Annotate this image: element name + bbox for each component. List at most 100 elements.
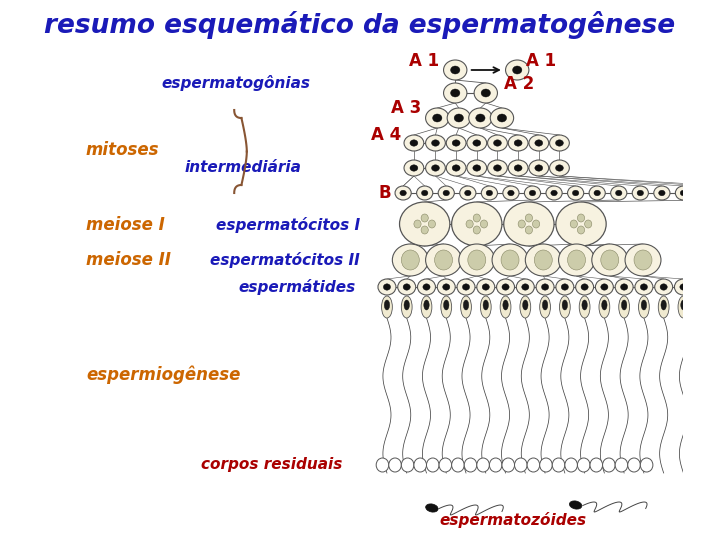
Ellipse shape (594, 190, 600, 196)
Text: meiose II: meiose II (86, 251, 171, 269)
Ellipse shape (680, 190, 687, 196)
Text: resumo esquemático da espermatogênese: resumo esquemático da espermatogênese (45, 11, 675, 39)
Ellipse shape (477, 279, 495, 295)
Circle shape (585, 220, 592, 228)
Circle shape (480, 220, 487, 228)
Ellipse shape (404, 135, 424, 151)
Circle shape (401, 458, 414, 472)
Ellipse shape (618, 296, 629, 318)
Ellipse shape (426, 160, 446, 176)
Ellipse shape (514, 165, 522, 171)
Ellipse shape (562, 300, 567, 310)
Ellipse shape (600, 284, 608, 290)
Text: A 3: A 3 (391, 99, 421, 117)
Ellipse shape (542, 300, 548, 310)
Ellipse shape (700, 284, 707, 290)
Circle shape (501, 250, 519, 270)
Circle shape (570, 220, 577, 228)
Circle shape (426, 458, 439, 472)
Ellipse shape (520, 296, 531, 318)
Ellipse shape (513, 66, 522, 74)
Ellipse shape (444, 300, 449, 310)
Ellipse shape (487, 160, 508, 176)
Ellipse shape (599, 296, 610, 318)
Circle shape (634, 250, 652, 270)
Text: espermátides: espermátides (238, 279, 356, 295)
Ellipse shape (522, 284, 529, 290)
Ellipse shape (615, 279, 633, 295)
Ellipse shape (567, 186, 584, 200)
Circle shape (533, 220, 540, 228)
Ellipse shape (452, 140, 460, 146)
Ellipse shape (395, 186, 411, 200)
Ellipse shape (698, 296, 708, 318)
Ellipse shape (486, 190, 492, 196)
Circle shape (527, 458, 540, 472)
Ellipse shape (529, 135, 549, 151)
Ellipse shape (516, 279, 534, 295)
Ellipse shape (433, 114, 442, 122)
Ellipse shape (404, 160, 424, 176)
Circle shape (577, 214, 585, 222)
Ellipse shape (383, 284, 390, 290)
Ellipse shape (678, 296, 689, 318)
Ellipse shape (658, 296, 669, 318)
Ellipse shape (535, 140, 543, 146)
Ellipse shape (702, 190, 708, 196)
Circle shape (600, 250, 618, 270)
Ellipse shape (535, 165, 543, 171)
Circle shape (451, 458, 464, 472)
Ellipse shape (441, 296, 451, 318)
Circle shape (552, 458, 565, 472)
Ellipse shape (549, 135, 570, 151)
Ellipse shape (460, 186, 476, 200)
Ellipse shape (523, 300, 528, 310)
Ellipse shape (457, 279, 475, 295)
Ellipse shape (469, 108, 492, 128)
Ellipse shape (639, 296, 649, 318)
Ellipse shape (447, 108, 470, 128)
Ellipse shape (637, 190, 644, 196)
Circle shape (502, 458, 515, 472)
Ellipse shape (473, 165, 481, 171)
Text: espermatozóides: espermatozóides (439, 512, 586, 528)
Ellipse shape (438, 186, 454, 200)
Ellipse shape (616, 190, 622, 196)
Ellipse shape (632, 186, 649, 200)
Ellipse shape (418, 279, 436, 295)
Ellipse shape (452, 165, 460, 171)
Ellipse shape (462, 284, 469, 290)
Circle shape (376, 458, 389, 472)
Circle shape (435, 250, 453, 270)
Ellipse shape (529, 160, 549, 176)
Ellipse shape (444, 60, 467, 80)
Text: A 2: A 2 (504, 75, 534, 93)
Ellipse shape (572, 190, 579, 196)
Circle shape (439, 458, 451, 472)
Ellipse shape (483, 300, 488, 310)
Ellipse shape (582, 300, 588, 310)
Circle shape (565, 458, 577, 472)
Circle shape (490, 458, 502, 472)
Text: A 1: A 1 (409, 52, 439, 70)
Ellipse shape (493, 165, 501, 171)
Ellipse shape (404, 300, 410, 310)
Ellipse shape (384, 300, 390, 310)
Circle shape (526, 226, 533, 234)
Text: A 4: A 4 (371, 126, 401, 144)
Ellipse shape (640, 284, 647, 290)
Ellipse shape (464, 190, 471, 196)
Ellipse shape (546, 186, 562, 200)
Ellipse shape (397, 279, 415, 295)
Ellipse shape (467, 160, 487, 176)
Text: espermatócitos I: espermatócitos I (216, 217, 360, 233)
Text: meiose I: meiose I (86, 216, 165, 234)
Ellipse shape (482, 284, 490, 290)
Ellipse shape (694, 279, 712, 295)
Ellipse shape (642, 300, 647, 310)
Ellipse shape (444, 83, 467, 103)
Text: mitoses: mitoses (86, 141, 159, 159)
Ellipse shape (493, 140, 501, 146)
Ellipse shape (473, 140, 481, 146)
Ellipse shape (503, 186, 519, 200)
